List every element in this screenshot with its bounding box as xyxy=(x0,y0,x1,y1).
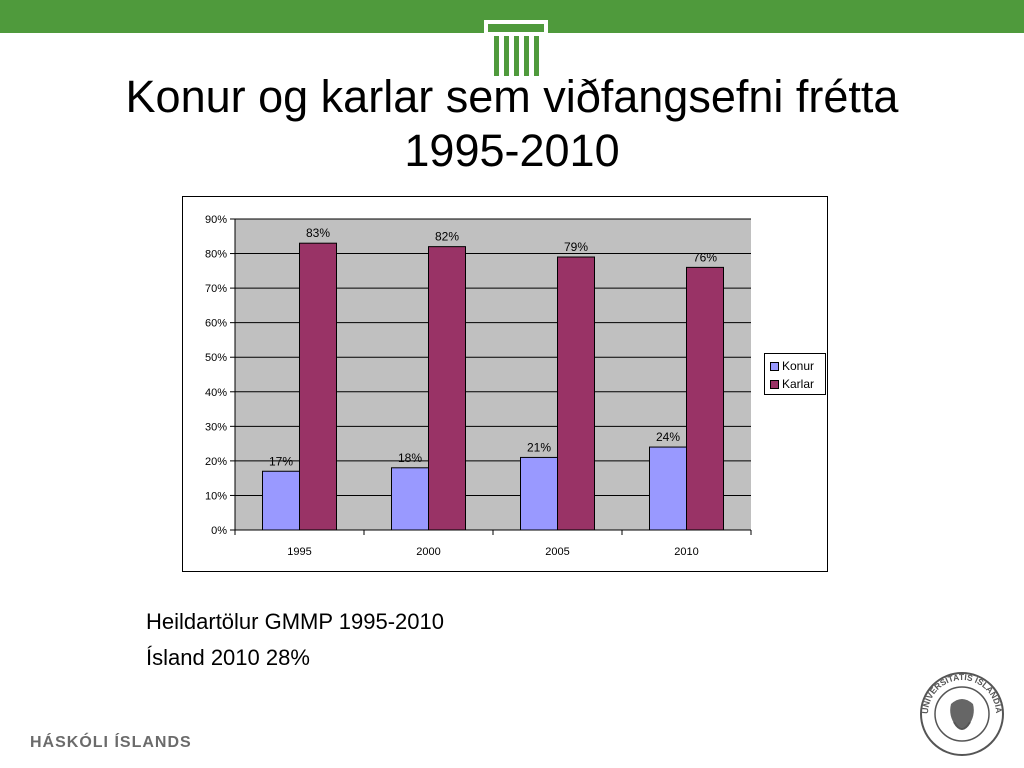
slide-title-line1: Konur og karlar sem viðfangsefni frétta xyxy=(125,71,899,122)
bar-karlar xyxy=(686,266,724,531)
legend-label-konur: Konur xyxy=(782,359,815,373)
y-tick-label: 50% xyxy=(205,352,227,364)
bar-konur xyxy=(649,446,687,531)
x-tick-label: 2000 xyxy=(416,546,440,558)
data-label: 76% xyxy=(693,250,717,264)
x-tick-label: 2005 xyxy=(545,546,569,558)
university-building-icon xyxy=(484,20,548,78)
bar-konur xyxy=(391,467,429,531)
university-seal-icon: UNIVERSITATIS ISLANDIAE SIGILLUM xyxy=(918,670,1004,756)
chart-frame: 0% 10% 20% 30% 40% 50% 60% 70% 80% 90% 1995 17% 83% 2… xyxy=(182,196,828,572)
legend-item-konur: Konur xyxy=(770,357,825,375)
university-brand: HÁSKÓLI ÍSLANDS xyxy=(30,734,192,751)
y-tick-label: 80% xyxy=(205,249,227,261)
chart-legend: Konur Karlar xyxy=(764,353,826,395)
legend-label-karlar: Karlar xyxy=(782,377,815,391)
x-tick-label: 1995 xyxy=(287,546,311,558)
data-label: 21% xyxy=(527,440,551,454)
x-tick-label: 2010 xyxy=(674,546,698,558)
y-tick-label: 60% xyxy=(205,318,227,330)
y-tick-label: 20% xyxy=(205,456,227,468)
legend-swatch-karlar xyxy=(770,379,779,389)
y-tick-label: 10% xyxy=(205,490,227,502)
bar-konur xyxy=(520,456,558,531)
data-label: 17% xyxy=(269,454,293,468)
bar-karlar xyxy=(299,242,337,531)
note-line-1: Heildartölur GMMP 1995-2010 xyxy=(146,609,444,634)
data-label: 82% xyxy=(435,230,459,244)
bar-chart: 0% 10% 20% 30% 40% 50% 60% 70% 80% 90% 1995 17% 83% 2… xyxy=(205,214,752,558)
legend-swatch-konur xyxy=(770,361,779,371)
data-label: 83% xyxy=(306,226,330,240)
y-tick-label: 40% xyxy=(205,387,227,399)
data-label: 79% xyxy=(564,240,588,254)
slide-notes: Heildartölur GMMP 1995-2010 Ísland 2010 … xyxy=(146,604,444,676)
bar-karlar xyxy=(557,256,595,531)
data-label: 24% xyxy=(656,430,680,444)
bar-karlar xyxy=(428,246,466,531)
y-tick-label: 70% xyxy=(205,283,227,295)
note-line-2: Ísland 2010 28% xyxy=(146,645,310,670)
data-label: 18% xyxy=(398,451,422,465)
y-tick-label: 0% xyxy=(211,525,227,537)
y-tick-label: 30% xyxy=(205,421,227,433)
slide-title: Konur og karlar sem viðfangsefni frétta … xyxy=(60,70,964,178)
legend-item-karlar: Karlar xyxy=(770,375,825,393)
slide-title-line2: 1995-2010 xyxy=(404,125,620,176)
bar-konur xyxy=(262,470,300,531)
y-tick-label: 90% xyxy=(205,214,227,226)
